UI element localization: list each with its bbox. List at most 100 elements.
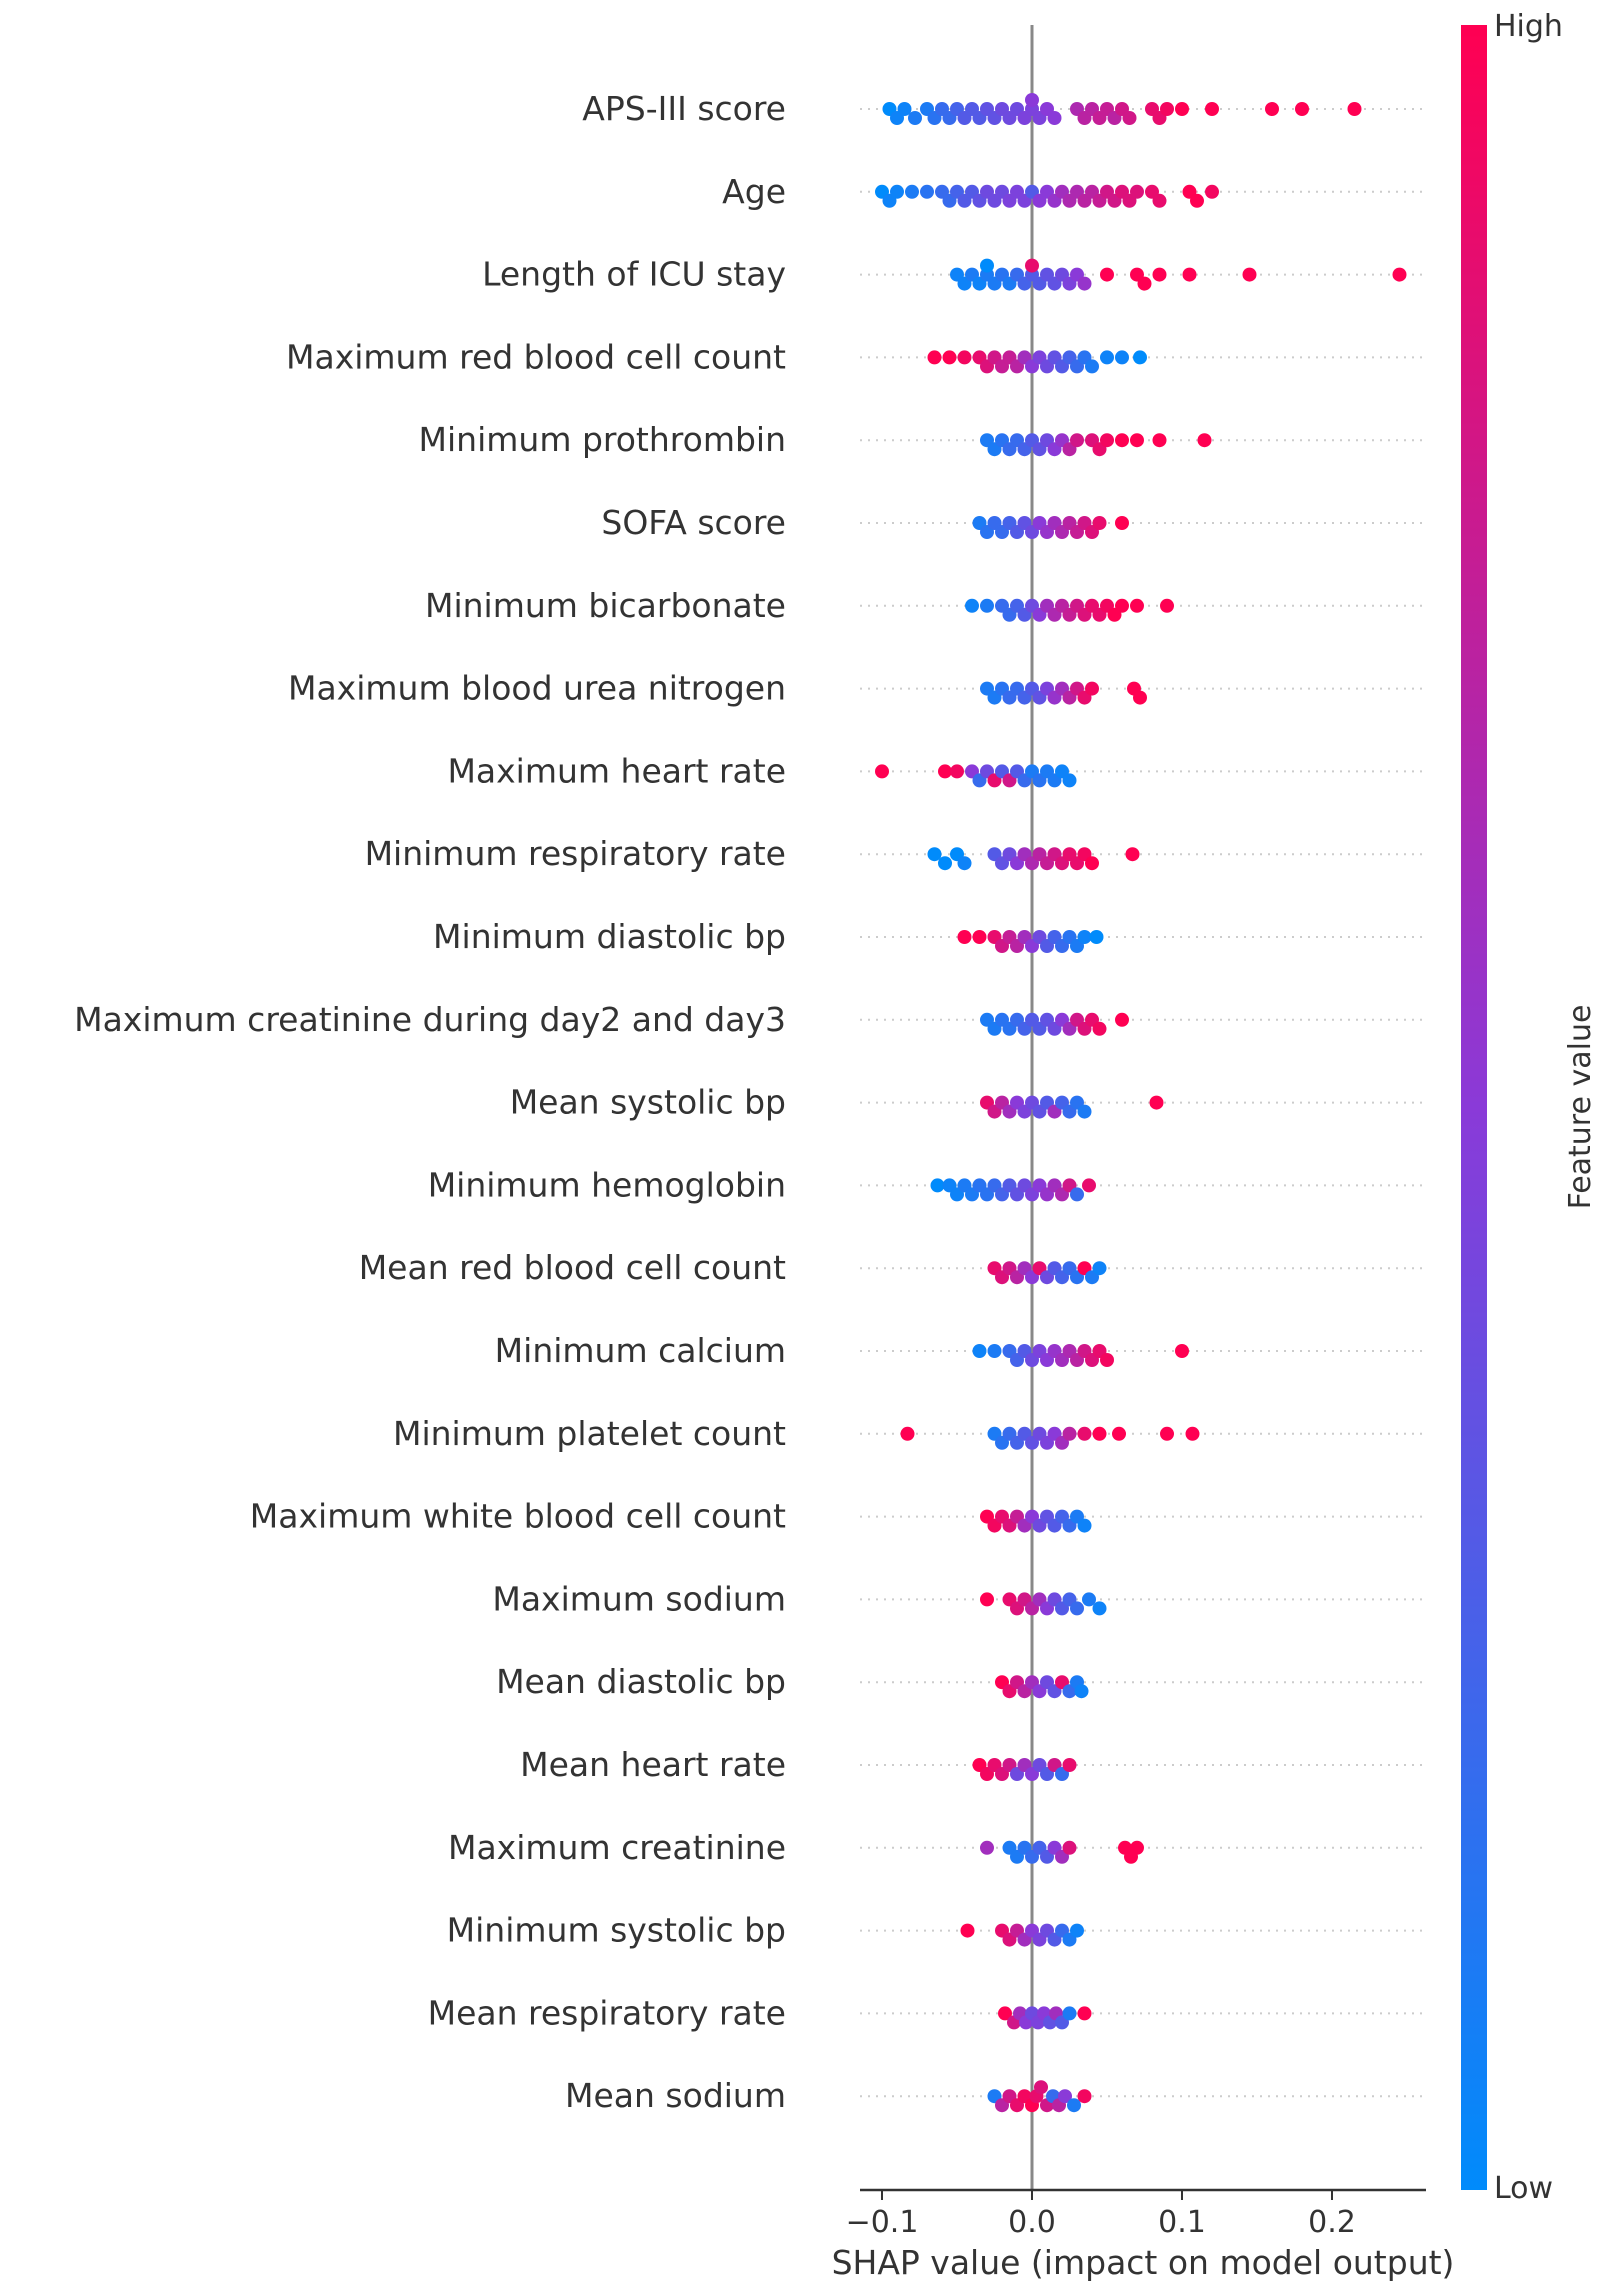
- shap-point: [1160, 1426, 1174, 1441]
- shap-point: [972, 1344, 987, 1358]
- shap-point: [1092, 1601, 1107, 1616]
- shap-point: [1295, 102, 1309, 116]
- feature-label: Maximum blood urea nitrogen: [288, 669, 786, 708]
- shap-point: [930, 1178, 945, 1193]
- shap-point: [1100, 350, 1114, 365]
- shap-point: [908, 111, 922, 125]
- shap-point: [1205, 184, 1219, 199]
- shap-point: [980, 1592, 994, 1607]
- shap-point: [1133, 350, 1147, 365]
- shap-point: [1070, 1923, 1084, 1938]
- shap-point: [897, 102, 912, 116]
- feature-label: Maximum creatinine: [448, 1828, 786, 1867]
- shap-point: [1070, 433, 1084, 448]
- shap-point: [1115, 598, 1129, 613]
- feature-label: SOFA score: [601, 503, 786, 542]
- feature-label: Maximum creatinine during day2 and day3: [74, 1000, 786, 1039]
- shap-point: [1082, 1592, 1096, 1607]
- shap-point: [1130, 1840, 1144, 1855]
- feature-label: Maximum red blood cell count: [286, 337, 786, 376]
- shap-point: [1130, 184, 1144, 199]
- feature-label: Minimum diastolic bp: [433, 917, 786, 956]
- shap-point: [1133, 690, 1147, 705]
- shap-point: [1130, 433, 1144, 448]
- shap-point: [927, 847, 942, 862]
- shap-point: [998, 2006, 1012, 2021]
- feature-label: Minimum calcium: [495, 1331, 786, 1370]
- shap-point: [1092, 1261, 1107, 1276]
- shap-point: [1152, 267, 1167, 282]
- shap-point: [957, 856, 972, 871]
- shap-point: [1152, 193, 1167, 208]
- feature-label: Maximum sodium: [492, 1579, 786, 1618]
- shap-point: [1392, 267, 1407, 282]
- feature-label: Maximum white blood cell count: [250, 1497, 786, 1536]
- shap-point: [1077, 1104, 1092, 1119]
- shap-point: [950, 764, 964, 779]
- feature-label: Maximum heart rate: [447, 751, 786, 790]
- shap-point: [1175, 102, 1189, 116]
- shap-point: [920, 184, 934, 199]
- shap-point: [1047, 111, 1062, 125]
- shap-point: [1115, 1012, 1129, 1027]
- shap-point: [1092, 516, 1107, 530]
- shap-point: [1182, 267, 1197, 282]
- shap-point: [957, 930, 972, 944]
- shap-point: [875, 764, 889, 779]
- shap-point: [1077, 276, 1092, 291]
- shap-point: [1062, 1426, 1077, 1441]
- shap-point: [1265, 102, 1279, 116]
- x-tick-label: 0.0: [1008, 2205, 1056, 2240]
- feature-label: Mean sodium: [565, 2076, 786, 2115]
- shap-point: [1025, 258, 1039, 273]
- shap-point: [957, 350, 972, 365]
- feature-label: APS-III score: [582, 89, 786, 128]
- shap-point: [1112, 1426, 1126, 1441]
- shap-point: [1205, 102, 1219, 116]
- shap-point: [987, 1344, 1002, 1358]
- shap-point: [1058, 2089, 1072, 2104]
- shap-point: [1137, 276, 1152, 291]
- x-tick-label: 0.1: [1158, 2205, 1206, 2240]
- shap-point: [1130, 598, 1144, 613]
- shap-point: [980, 598, 994, 613]
- shap-point: [938, 856, 952, 871]
- shap-point: [900, 1426, 915, 1441]
- colorbar-high-label: High: [1494, 9, 1563, 44]
- feature-label: Length of ICU stay: [482, 255, 786, 294]
- shap-point: [1067, 2098, 1081, 2113]
- shap-point: [1100, 433, 1114, 448]
- shap-point: [938, 764, 952, 779]
- shap-point: [960, 1923, 975, 1938]
- shap-point: [1077, 2006, 1092, 2021]
- shap-point: [1152, 433, 1167, 448]
- shap-point: [1070, 1601, 1084, 1616]
- shap-point: [890, 184, 904, 199]
- colorbar-low-label: Low: [1494, 2171, 1553, 2206]
- shap-point: [1077, 1426, 1092, 1441]
- feature-label: Mean diastolic bp: [496, 1662, 786, 1701]
- shap-point: [1125, 847, 1140, 862]
- shap-point: [980, 1840, 994, 1855]
- shap-point: [1242, 267, 1257, 282]
- shap-point: [1185, 1426, 1200, 1441]
- shap-point: [1085, 359, 1099, 374]
- shap-point: [1190, 193, 1204, 208]
- feature-label: Mean systolic bp: [510, 1083, 786, 1122]
- shap-point: [1085, 856, 1099, 871]
- colorbar-title: Feature value: [1563, 1005, 1598, 1210]
- feature-label: Mean respiratory rate: [428, 1993, 786, 2032]
- shap-point: [1197, 433, 1212, 448]
- x-tick-label: −0.1: [846, 2205, 919, 2240]
- shap-point: [1175, 1344, 1189, 1358]
- shap-point: [1085, 681, 1099, 696]
- shap-point: [965, 598, 979, 613]
- shap-point: [1077, 2089, 1092, 2104]
- shap-point: [1092, 1021, 1107, 1036]
- shap-point: [1062, 1840, 1077, 1855]
- shap-point: [1062, 2006, 1077, 2021]
- feature-label: Minimum respiratory rate: [365, 834, 786, 873]
- shap-point: [972, 930, 987, 944]
- shap-point: [1149, 1095, 1164, 1110]
